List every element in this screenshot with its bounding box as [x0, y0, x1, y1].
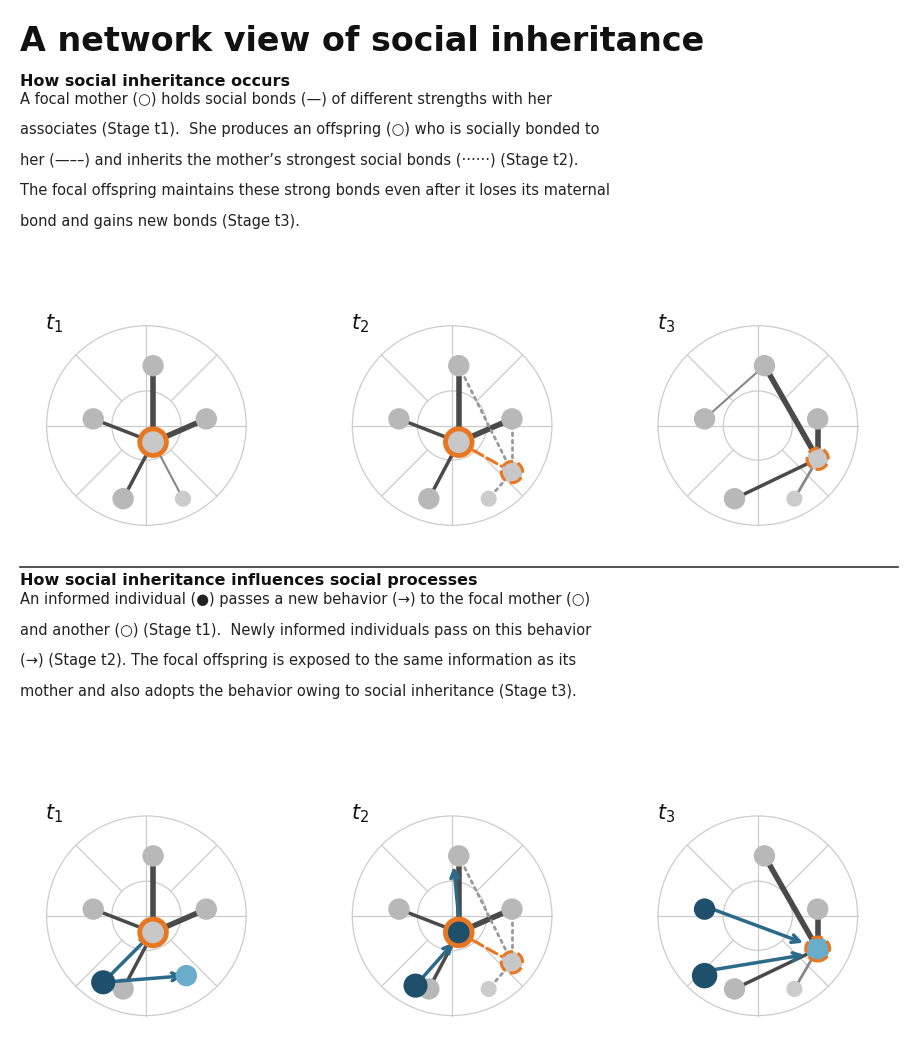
Circle shape — [389, 899, 409, 918]
Circle shape — [693, 965, 716, 987]
Circle shape — [450, 357, 468, 375]
Circle shape — [788, 492, 801, 505]
Text: The focal offspring maintains these strong bonds even after it loses its materna: The focal offspring maintains these stro… — [20, 183, 610, 198]
Circle shape — [420, 489, 438, 508]
Text: $t_2$: $t_2$ — [351, 803, 369, 825]
Circle shape — [503, 899, 521, 918]
Circle shape — [695, 899, 714, 918]
Text: bond and gains new bonds (Stage t3).: bond and gains new bonds (Stage t3). — [20, 214, 300, 228]
Circle shape — [176, 492, 190, 505]
Text: $t_1$: $t_1$ — [45, 312, 63, 335]
Circle shape — [445, 919, 472, 946]
Circle shape — [445, 429, 472, 456]
Text: A focal mother (○) holds social bonds (—) of different strengths with her: A focal mother (○) holds social bonds (—… — [20, 92, 553, 106]
Text: $t_1$: $t_1$ — [45, 803, 63, 825]
Text: and another (○) (Stage t1).  Newly informed individuals pass on this behavior: and another (○) (Stage t1). Newly inform… — [20, 623, 591, 638]
Text: mother and also adopts the behavior owing to social inheritance (Stage t3).: mother and also adopts the behavior owin… — [20, 684, 577, 699]
Circle shape — [806, 937, 830, 962]
Text: her (—––) and inherits the mother’s strongest social bonds (······) (Stage t2).: her (—––) and inherits the mother’s stro… — [20, 153, 578, 167]
Circle shape — [482, 492, 496, 505]
Text: (→) (Stage t2). The focal offspring is exposed to the same information as its: (→) (Stage t2). The focal offspring is e… — [20, 653, 577, 668]
Text: $t_3$: $t_3$ — [656, 312, 675, 335]
Circle shape — [84, 409, 103, 428]
Text: How social inheritance influences social processes: How social inheritance influences social… — [20, 573, 477, 588]
Circle shape — [725, 979, 744, 998]
Circle shape — [788, 983, 801, 995]
Circle shape — [756, 357, 774, 375]
Circle shape — [809, 899, 827, 918]
Text: A network view of social inheritance: A network view of social inheritance — [20, 25, 704, 58]
Text: $t_3$: $t_3$ — [656, 803, 675, 825]
Circle shape — [809, 409, 827, 428]
Circle shape — [114, 979, 132, 998]
Text: An informed individual (●) passes a new behavior (→) to the focal mother (○): An informed individual (●) passes a new … — [20, 592, 590, 607]
Circle shape — [140, 429, 166, 456]
Circle shape — [197, 899, 216, 918]
Text: $t_2$: $t_2$ — [351, 312, 369, 335]
Text: How social inheritance occurs: How social inheritance occurs — [20, 74, 290, 88]
Circle shape — [93, 972, 114, 993]
Circle shape — [695, 409, 714, 428]
Circle shape — [144, 357, 162, 375]
Circle shape — [114, 489, 132, 508]
Circle shape — [177, 967, 196, 985]
Circle shape — [807, 448, 828, 469]
Circle shape — [420, 979, 438, 998]
Circle shape — [389, 409, 409, 428]
Circle shape — [725, 489, 744, 508]
Circle shape — [144, 847, 162, 865]
Circle shape — [140, 919, 166, 946]
Circle shape — [501, 462, 522, 483]
Circle shape — [482, 983, 496, 995]
Circle shape — [405, 975, 426, 996]
Text: associates (Stage t1).  She produces an offspring (○) who is socially bonded to: associates (Stage t1). She produces an o… — [20, 122, 599, 137]
Circle shape — [197, 409, 216, 428]
Circle shape — [450, 847, 468, 865]
Circle shape — [84, 899, 103, 918]
Circle shape — [501, 952, 522, 973]
Circle shape — [756, 847, 774, 865]
Circle shape — [503, 409, 521, 428]
